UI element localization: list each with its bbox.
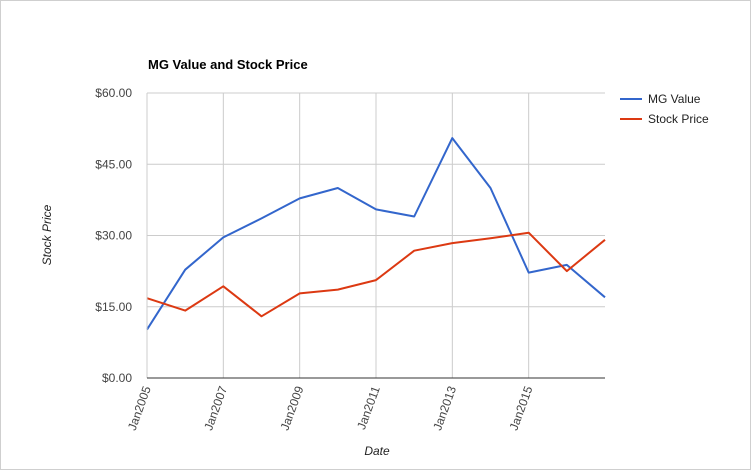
series-line-mg-value	[146, 137, 606, 331]
x-tick-label: Jan2013	[430, 384, 459, 432]
chart-title: MG Value and Stock Price	[148, 57, 308, 72]
y-tick-label: $15.00	[95, 300, 132, 314]
y-axis-title: Stock Price	[40, 204, 54, 265]
x-axis-title: Date	[364, 444, 390, 458]
x-tick-label: Jan2007	[201, 384, 230, 432]
y-tick-label: $45.00	[95, 157, 132, 171]
legend: MG Value Stock Price	[620, 92, 709, 126]
x-tick-label: Jan2011	[354, 384, 383, 432]
y-tick-label: $30.00	[95, 229, 132, 243]
series-lines	[146, 137, 606, 331]
y-tick-label: $60.00	[95, 86, 132, 100]
y-tick-label: $0.00	[102, 371, 132, 385]
grid	[147, 92, 605, 378]
legend-label: Stock Price	[648, 112, 709, 126]
x-tick-label: Jan2015	[507, 384, 536, 432]
legend-label: MG Value	[648, 92, 701, 106]
x-tick-label: Jan2005	[125, 384, 154, 432]
x-tick-label: Jan2009	[278, 384, 307, 432]
series-line-stock-price	[146, 231, 606, 318]
